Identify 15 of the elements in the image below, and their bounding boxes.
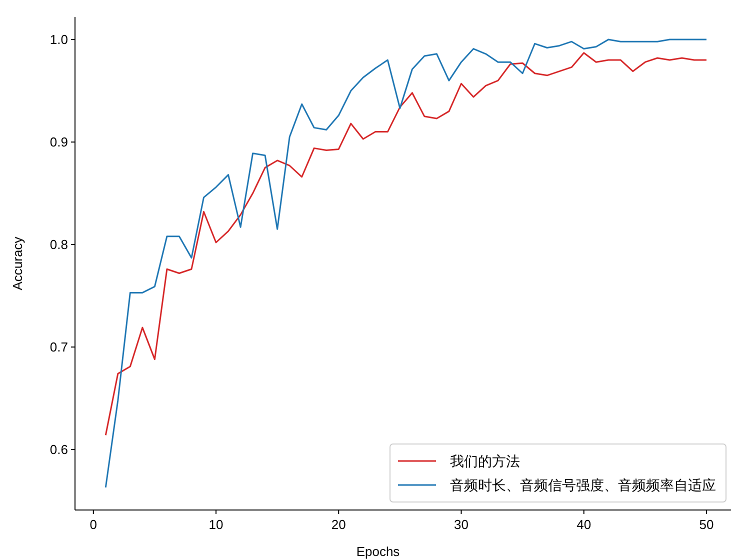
x-tick-label: 40 (576, 517, 592, 532)
x-tick-label: 30 (454, 517, 468, 532)
x-axis-title: Epochs (356, 544, 400, 559)
y-axis-title: Accuracy (10, 236, 25, 290)
legend-label: 我们的方法 (450, 453, 520, 469)
y-tick-label: 0.6 (50, 442, 68, 458)
x-tick-label: 10 (208, 517, 224, 532)
legend-label: 音频时长、音频信号强度、音频频率自适应 (450, 477, 716, 493)
x-tick-label: 50 (699, 517, 714, 532)
y-tick-label: 0.8 (50, 237, 68, 252)
y-tick-label: 0.7 (50, 340, 68, 355)
y-tick-label: 1.0 (50, 32, 68, 48)
y-tick-label: 0.9 (50, 134, 68, 150)
x-tick-label: 0 (90, 517, 98, 532)
x-tick-label: 20 (331, 517, 346, 532)
